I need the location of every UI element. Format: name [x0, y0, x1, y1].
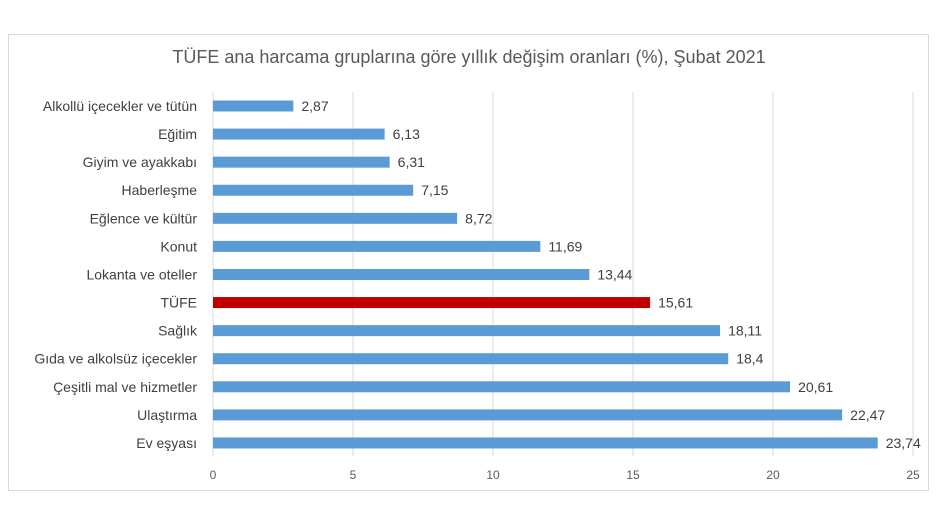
category-label: Gıda ve alkolsüz içecekler [34, 351, 197, 367]
data-label: 15,61 [658, 295, 693, 311]
bar [213, 381, 791, 393]
x-tick-label: 0 [210, 468, 217, 482]
data-label: 11,69 [548, 238, 582, 254]
data-label: 6,13 [393, 126, 420, 142]
x-tick-label: 15 [626, 468, 640, 482]
bar [213, 156, 390, 168]
category-label: Lokanta ve oteller [86, 266, 197, 282]
x-tick-label: 20 [766, 468, 780, 482]
category-label: Ev eşyası [136, 435, 197, 451]
data-label: 7,15 [421, 182, 448, 198]
bar [213, 128, 385, 140]
category-label: Alkollü içecekler ve tütün [43, 98, 197, 114]
data-label: 20,61 [798, 379, 833, 395]
bar-highlight [213, 297, 651, 309]
bar [213, 409, 843, 421]
x-tick-label: 10 [486, 468, 500, 482]
bar [213, 184, 414, 196]
category-label: Sağlık [158, 323, 198, 339]
category-label: Eğitim [158, 126, 197, 142]
category-label: Çeşitli mal ve hizmetler [53, 379, 197, 395]
category-label: Ulaştırma [137, 407, 197, 423]
data-label: 22,47 [850, 407, 885, 423]
bar [213, 325, 721, 337]
bar [213, 268, 590, 280]
data-label: 6,31 [398, 154, 425, 170]
data-label: 2,87 [301, 98, 328, 114]
category-label: Giyim ve ayakkabı [83, 154, 197, 170]
x-tick-label: 5 [350, 468, 357, 482]
data-label: 23,74 [886, 435, 921, 451]
data-label: 8,72 [465, 210, 492, 226]
bar [213, 437, 878, 449]
data-label: 13,44 [597, 266, 632, 282]
bar [213, 240, 541, 252]
bar [213, 100, 294, 112]
category-label: Eğlence ve kültür [90, 210, 198, 226]
x-tick-label: 25 [906, 468, 920, 482]
data-label: 18,11 [728, 323, 762, 339]
category-label: TÜFE [160, 294, 197, 311]
data-label: 18,4 [736, 351, 763, 367]
chart-title: TÜFE ana harcama gruplarına göre yıllık … [172, 47, 766, 67]
category-label: Haberleşme [122, 182, 198, 198]
bar [213, 212, 458, 224]
bar [213, 353, 729, 365]
category-label: Konut [160, 238, 197, 254]
